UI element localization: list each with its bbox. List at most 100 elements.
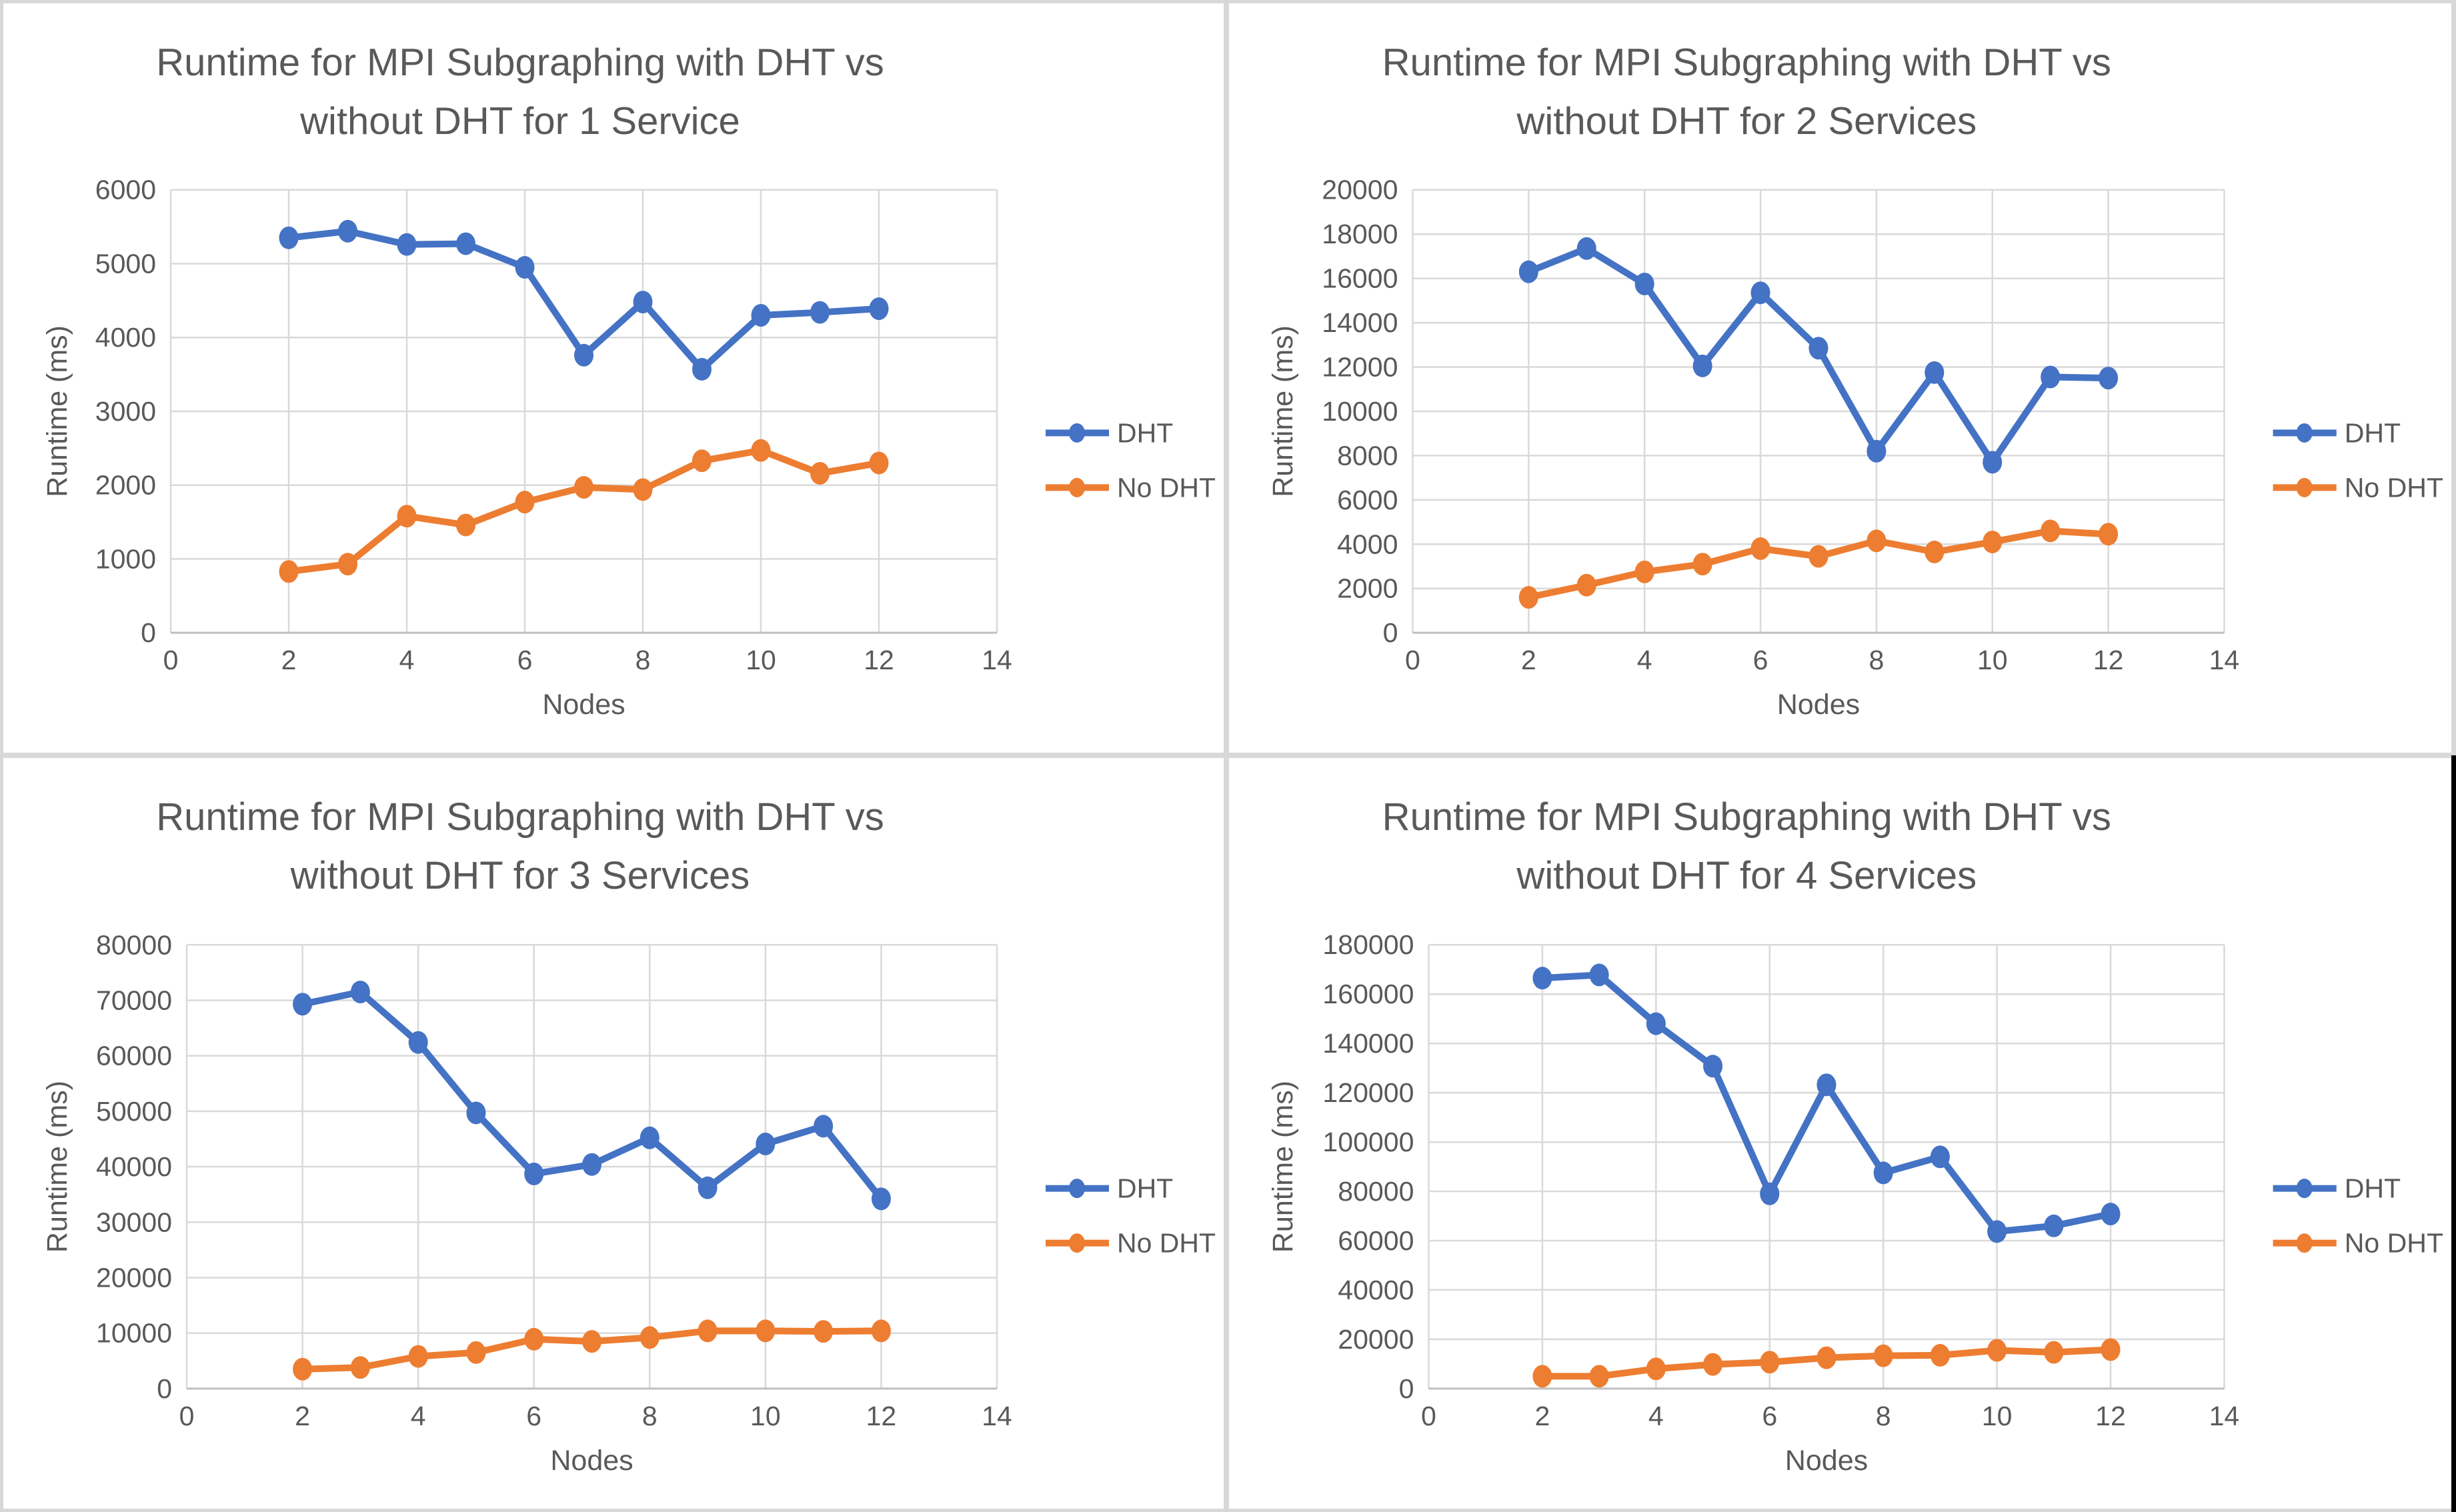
no-dht-marker <box>1589 1365 1609 1388</box>
dht-marker <box>1873 1161 1893 1185</box>
y-axis-title: Runtime (ms) <box>41 325 73 497</box>
legend-no-dht-marker <box>1069 1233 1085 1253</box>
legend-no-dht-label: No DHT <box>2345 472 2443 503</box>
dht-marker <box>756 1132 776 1155</box>
chart-panel-3-services: Runtime for MPI Subgraphing with DHT vs w… <box>3 758 1224 1509</box>
legend-no-dht-label: No DHT <box>2345 1228 2443 1259</box>
chart-svg: Runtime for MPI Subgraphing with DHT vs w… <box>41 795 1216 1477</box>
chart-panel-2-services: Runtime for MPI Subgraphing with DHT vs w… <box>1229 3 2451 753</box>
x-tick-label: 10 <box>750 1401 781 1431</box>
y-tick-label: 4000 <box>1337 529 1398 559</box>
no-dht-marker <box>810 461 830 485</box>
dht-marker <box>751 304 771 327</box>
dht-marker <box>1634 272 1654 295</box>
legend-dht-marker <box>1069 423 1085 443</box>
no-dht-marker <box>1750 537 1770 560</box>
legend-dht-marker <box>1069 1179 1085 1199</box>
no-dht-marker <box>869 451 889 475</box>
y-tick-label: 80000 <box>1338 1176 1414 1207</box>
x-tick-label: 4 <box>411 1401 426 1431</box>
y-tick-label: 4000 <box>95 322 156 353</box>
x-tick-label: 6 <box>1762 1401 1777 1431</box>
no-dht-marker <box>1983 530 2003 553</box>
x-tick-label: 12 <box>866 1401 897 1431</box>
dht-marker <box>466 1101 486 1125</box>
dht-marker <box>397 233 417 256</box>
dht-marker <box>2099 367 2119 390</box>
no-dht-marker <box>1760 1351 1780 1374</box>
no-dht-marker <box>871 1319 891 1343</box>
x-tick-label: 0 <box>1405 645 1420 675</box>
dht-marker <box>456 232 475 255</box>
x-axis-title: Nodes <box>550 1445 633 1477</box>
dht-marker <box>1983 451 2003 474</box>
chart-svg: Runtime for MPI Subgraphing with DHT vs w… <box>1267 795 2443 1477</box>
dht-marker <box>1532 967 1552 990</box>
x-tick-label: 10 <box>1982 1401 2013 1431</box>
dht-marker <box>515 256 535 279</box>
dht-marker <box>698 1176 718 1199</box>
x-tick-label: 14 <box>2209 1401 2240 1431</box>
y-tick-label: 6000 <box>1337 485 1398 515</box>
x-tick-label: 6 <box>517 645 533 675</box>
chart-title-line1: Runtime for MPI Subgraphing with DHT vs <box>1382 795 2111 839</box>
x-tick-label: 4 <box>1637 645 1652 675</box>
x-tick-label: 2 <box>281 645 297 675</box>
y-axis-title: Runtime (ms) <box>1267 1081 1299 1253</box>
no-dht-marker <box>1646 1357 1666 1381</box>
dht-marker <box>810 301 830 324</box>
y-tick-label: 14000 <box>1322 307 1398 338</box>
no-dht-marker <box>1692 553 1712 576</box>
no-dht-marker <box>1987 1339 2007 1362</box>
y-axis-title: Runtime (ms) <box>41 1081 73 1253</box>
dht-marker <box>1518 260 1538 283</box>
y-tick-label: 12000 <box>1322 352 1398 383</box>
x-tick-label: 4 <box>1648 1401 1664 1431</box>
dht-marker <box>1816 1073 1836 1097</box>
legend-dht-marker <box>2296 1179 2313 1199</box>
y-tick-label: 0 <box>1383 617 1398 648</box>
no-dht-series-line <box>285 447 882 575</box>
no-dht-marker <box>692 449 712 473</box>
y-tick-label: 30000 <box>96 1207 172 1237</box>
no-dht-marker <box>1873 1344 1893 1367</box>
y-tick-label: 1000 <box>95 543 156 574</box>
dht-marker <box>582 1153 601 1176</box>
chart-svg: Runtime for MPI Subgraphing with DHT vs w… <box>1267 41 2443 721</box>
legend-dht-label: DHT <box>1117 1173 1173 1204</box>
y-axis-title: Runtime (ms) <box>1267 325 1299 497</box>
dht-marker <box>1703 1055 1723 1078</box>
no-dht-marker <box>640 1326 660 1349</box>
no-dht-marker <box>279 560 299 583</box>
dht-marker <box>574 343 593 367</box>
no-dht-marker <box>756 1319 776 1343</box>
y-tick-label: 180000 <box>1322 929 1414 960</box>
dht-marker <box>1987 1220 2007 1243</box>
y-tick-label: 60000 <box>1338 1225 1414 1256</box>
no-dht-marker <box>1634 560 1654 583</box>
dht-marker <box>279 226 299 249</box>
dht-marker <box>524 1162 544 1185</box>
legend-dht-label: DHT <box>1117 417 1173 448</box>
chart-title-line2: without DHT for 4 Services <box>1516 854 1977 897</box>
x-tick-label: 2 <box>295 1401 310 1431</box>
chart-title-line1: Runtime for MPI Subgraphing with DHT vs <box>156 41 884 84</box>
y-tick-label: 0 <box>157 1373 172 1404</box>
y-tick-label: 2000 <box>1337 573 1398 604</box>
x-tick-label: 2 <box>1534 1401 1550 1431</box>
dht-marker <box>1867 439 1887 463</box>
y-tick-label: 160000 <box>1322 979 1414 1009</box>
legend-no-dht-marker <box>2296 477 2313 497</box>
dht-marker <box>692 357 712 381</box>
dht-marker <box>1692 354 1712 377</box>
dht-marker <box>293 993 313 1016</box>
no-dht-marker <box>582 1330 601 1353</box>
dht-marker <box>1589 963 1609 987</box>
chart-title-line2: without DHT for 1 Service <box>299 100 740 143</box>
x-tick-label: 0 <box>163 645 179 675</box>
x-tick-label: 8 <box>642 1401 658 1431</box>
y-tick-label: 140000 <box>1322 1028 1414 1059</box>
no-dht-marker <box>1867 529 1887 553</box>
chart-title-line2: without DHT for 2 Services <box>1516 99 1977 143</box>
no-dht-marker <box>2041 519 2061 543</box>
